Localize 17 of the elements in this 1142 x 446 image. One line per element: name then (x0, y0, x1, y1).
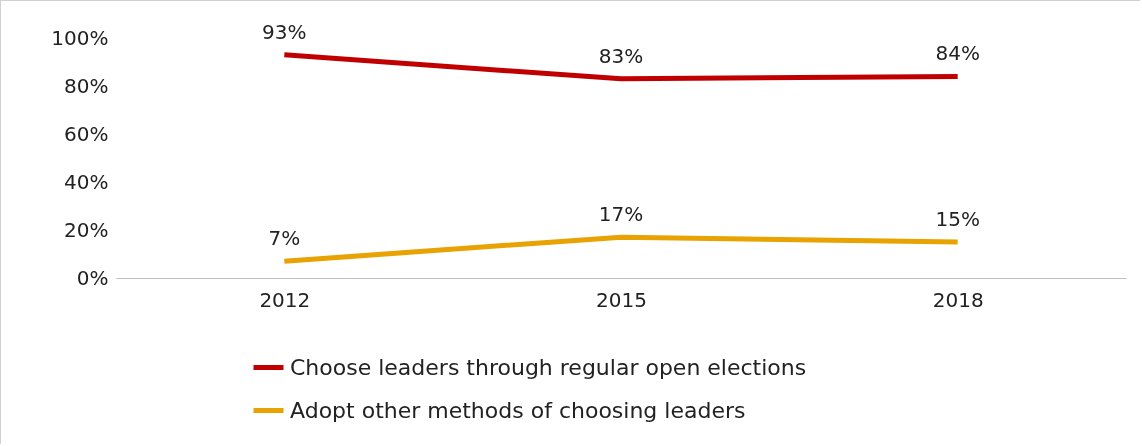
data-label: 84% (935, 41, 980, 66)
y-tick-label: 20% (64, 217, 109, 242)
y-tick-label: 0% (76, 265, 109, 290)
data-label: 17% (598, 202, 644, 227)
y-tick-label: 60% (64, 121, 109, 146)
y-tick-label: 40% (64, 169, 109, 194)
y-tick-label: 100% (51, 25, 109, 50)
data-label: 83% (598, 43, 644, 68)
data-label: 93% (262, 19, 307, 44)
y-tick-label: 80% (64, 73, 109, 98)
x-tick-label: 2018 (932, 287, 984, 312)
x-tick-label: 2015 (596, 287, 647, 312)
legend-label: Choose leaders through regular open elections (290, 354, 807, 380)
x-tick-label: 2012 (259, 287, 311, 312)
data-label: 15% (935, 207, 980, 231)
data-label: 7% (268, 226, 301, 251)
legend-label: Adopt other methods of choosing leaders (290, 397, 746, 423)
